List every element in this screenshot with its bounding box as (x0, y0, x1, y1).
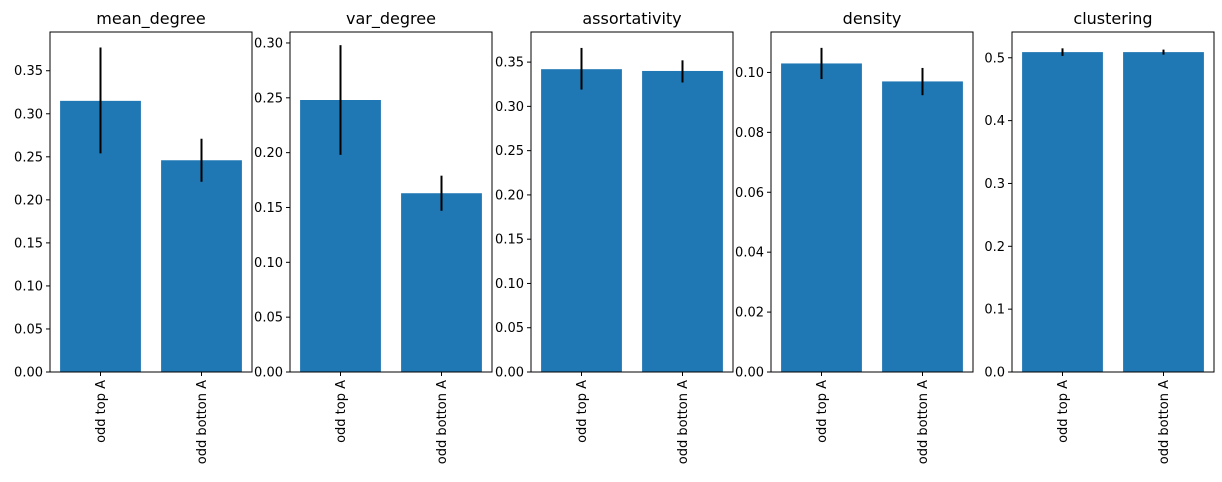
x-tick-label: odd top A (815, 380, 830, 443)
chart-panel-assortativity: 0.00 0.05 0.10 0.15 0.20 0.25 0.30 0.35 odd top … (495, 9, 734, 464)
y-tick-label: 0.3 (984, 177, 1005, 192)
chart-panel-var-degree: 0.00 0.05 0.10 0.15 0.20 0.25 0.30 odd top A odd… (254, 9, 493, 464)
panel-title: clustering (1073, 9, 1152, 28)
y-tick-label: 0.05 (495, 321, 524, 336)
y-tick-label: 0.10 (254, 256, 283, 271)
x-tick-label: odd botton A (195, 380, 210, 464)
y-tick-label: 0.04 (735, 246, 764, 261)
y-tick-label: 0.20 (14, 193, 43, 208)
y-tick-label: 0.10 (735, 66, 764, 81)
axes-frame (530, 31, 734, 373)
y-tick-label: 0.30 (14, 107, 43, 122)
chart-panel-clustering: 0.0 0.1 0.2 0.3 0.4 0.5 odd top A odd botton A c… (984, 9, 1215, 464)
y-tick-label: 0.20 (254, 146, 283, 161)
x-tick-label: odd botton A (435, 380, 450, 464)
panel-title: density (843, 9, 902, 28)
bar-1 (781, 63, 862, 373)
y-tick-label: 0.15 (495, 233, 524, 248)
y-tick-label: 0.08 (735, 126, 764, 141)
bar-2 (1123, 52, 1204, 373)
y-tick-label: 0.05 (14, 322, 43, 337)
y-tick-label: 0.35 (14, 64, 43, 79)
x-tick-label: odd botton A (676, 380, 691, 464)
x-tick-label: odd botton A (1157, 380, 1172, 464)
axes-frame (770, 31, 974, 373)
y-tick-label: 0.00 (254, 366, 283, 381)
y-tick-label: 0.10 (495, 277, 524, 292)
axes-frame (1011, 31, 1215, 373)
y-tick-label: 0.30 (254, 36, 283, 51)
bar-2 (642, 70, 723, 372)
y-tick-label: 0.35 (495, 56, 524, 71)
axes-frame (289, 31, 493, 373)
y-tick-label: 0.02 (735, 306, 764, 321)
y-tick-label: 0.25 (254, 91, 283, 106)
y-tick-label: 0.25 (495, 144, 524, 159)
y-tick-label: 0.10 (14, 279, 43, 294)
y-tick-label: 0.20 (495, 188, 524, 203)
y-tick-label: 0.06 (735, 186, 764, 201)
y-tick-label: 0.00 (735, 366, 764, 381)
x-tick-label: odd top A (575, 380, 590, 443)
x-tick-label: odd top A (94, 380, 109, 443)
y-tick-label: 0.5 (984, 51, 1005, 66)
y-tick-label: 0.00 (495, 366, 524, 381)
y-tick-label: 0.25 (14, 150, 43, 165)
chart-panel-density: 0.00 0.02 0.04 0.06 0.08 0.10 odd top A odd bot… (735, 9, 974, 464)
y-tick-label: 0.0 (984, 366, 1005, 381)
y-tick-label: 0.15 (14, 236, 43, 251)
axes-frame (49, 31, 253, 373)
bar-1 (1022, 52, 1103, 373)
panel-title: mean_degree (96, 9, 205, 29)
x-tick-label: odd top A (334, 380, 349, 443)
y-tick-label: 0.4 (984, 114, 1005, 129)
y-tick-label: 0.30 (495, 100, 524, 115)
bar-2 (401, 193, 482, 372)
panel-title: var_degree (346, 9, 436, 29)
bar-2 (161, 160, 242, 372)
panel-title: assortativity (582, 9, 681, 28)
bar-2 (882, 81, 963, 373)
chart-panel-mean-degree: 0.00 0.05 0.10 0.15 0.20 0.25 0.30 0.35 odd top … (14, 9, 253, 464)
y-tick-label: 0.15 (254, 201, 283, 216)
bar-1 (541, 69, 622, 372)
x-tick-label: odd top A (1056, 380, 1071, 443)
y-tick-label: 0.05 (254, 311, 283, 326)
y-tick-label: 0.00 (14, 366, 43, 381)
y-tick-label: 0.2 (984, 240, 1005, 255)
x-tick-label: odd botton A (916, 380, 931, 464)
y-tick-label: 0.1 (984, 303, 1005, 318)
